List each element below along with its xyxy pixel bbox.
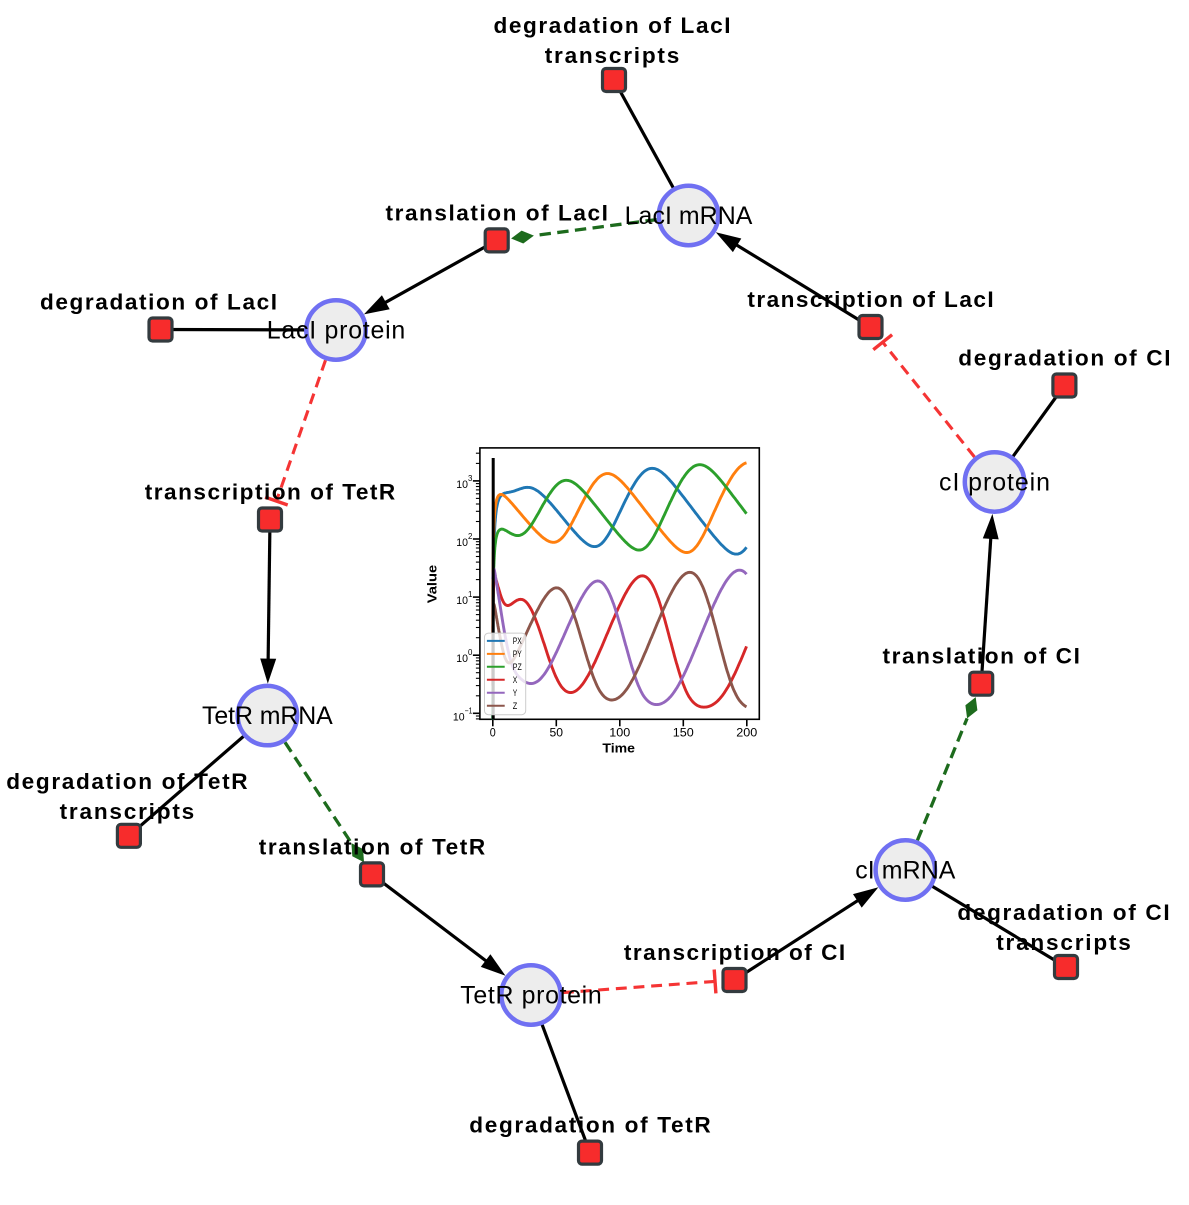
svg-text:transcription of TetR: transcription of TetR [145, 480, 396, 505]
svg-text:degradation of TetR: degradation of TetR [6, 769, 247, 794]
svg-text:degradation of LacI: degradation of LacI [493, 13, 730, 38]
svg-text:50: 50 [550, 726, 564, 740]
svg-text:cI protein: cI protein [939, 469, 1050, 497]
svg-text:10: 10 [456, 595, 468, 607]
svg-text:10: 10 [456, 653, 468, 665]
svg-text:150: 150 [673, 726, 694, 740]
svg-text:100: 100 [609, 726, 630, 740]
svg-text:PY: PY [513, 649, 522, 659]
svg-text:LacI protein: LacI protein [267, 317, 405, 345]
svg-text:10: 10 [453, 711, 465, 723]
svg-text:−1: −1 [465, 706, 473, 715]
svg-text:Time: Time [602, 742, 635, 756]
svg-text:0: 0 [468, 648, 473, 657]
svg-text:TetR protein: TetR protein [460, 982, 601, 1010]
svg-text:transcripts: transcripts [60, 799, 195, 824]
svg-text:degradation of TetR: degradation of TetR [469, 1113, 710, 1138]
svg-text:X: X [513, 675, 518, 685]
svg-text:degradation of CI: degradation of CI [958, 346, 1170, 371]
svg-text:10: 10 [456, 537, 468, 549]
svg-text:translation of CI: translation of CI [883, 644, 1080, 669]
svg-text:LacI mRNA: LacI mRNA [625, 202, 753, 230]
svg-text:200: 200 [736, 726, 757, 740]
svg-text:Value: Value [426, 565, 440, 604]
svg-text:transcripts: transcripts [996, 930, 1131, 955]
svg-text:2: 2 [468, 532, 473, 541]
svg-text:PZ: PZ [513, 662, 522, 672]
svg-text:transcripts: transcripts [545, 43, 680, 68]
svg-text:10: 10 [456, 479, 468, 491]
svg-text:3: 3 [468, 474, 473, 483]
svg-text:cI mRNA: cI mRNA [855, 857, 956, 885]
svg-text:transcription of LacI: transcription of LacI [747, 287, 993, 312]
svg-text:0: 0 [490, 726, 496, 740]
svg-text:translation of LacI: translation of LacI [386, 200, 608, 225]
svg-text:PX: PX [513, 636, 522, 646]
svg-text:Y: Y [513, 688, 518, 698]
svg-text:degradation of CI: degradation of CI [957, 900, 1169, 925]
svg-text:translation of TetR: translation of TetR [259, 834, 486, 859]
svg-text:TetR mRNA: TetR mRNA [202, 702, 333, 730]
svg-text:1: 1 [468, 590, 473, 599]
svg-text:transcription of CI: transcription of CI [624, 940, 845, 965]
svg-text:degradation of LacI: degradation of LacI [40, 290, 277, 315]
svg-text:Z: Z [513, 701, 518, 711]
